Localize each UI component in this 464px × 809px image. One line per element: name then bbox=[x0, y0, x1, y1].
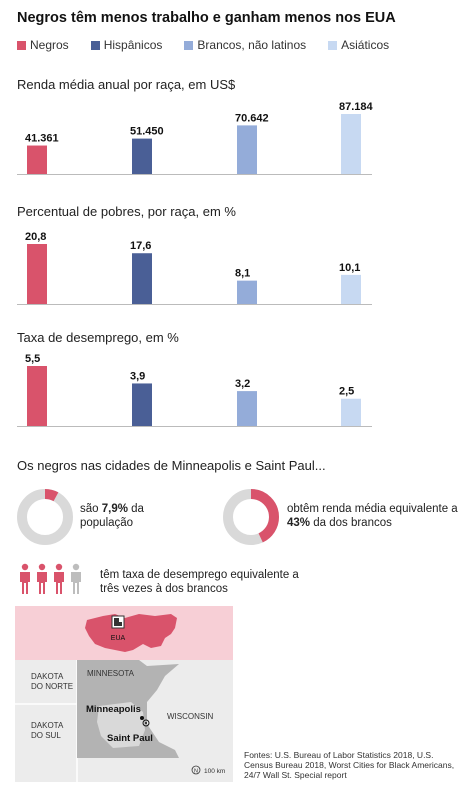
bar-value-label-3: 70.642 bbox=[235, 112, 269, 124]
label-dakota-norte-1: DAKOTA bbox=[31, 672, 64, 681]
bar-value-label-1: 5,5 bbox=[25, 353, 40, 365]
population-post2: população bbox=[80, 517, 134, 529]
population-pre: são bbox=[80, 503, 102, 515]
usa-shape bbox=[85, 614, 177, 652]
person-icon bbox=[37, 563, 47, 594]
bar-value-label-3: 8,1 bbox=[235, 268, 250, 280]
page-title: Negros têm menos trabalho e ganham menos… bbox=[17, 10, 396, 26]
population-value: 7,9% bbox=[101, 503, 128, 515]
label-dakota-norte-2: DO NORTE bbox=[31, 682, 73, 691]
income-chart-title: Renda média anual por raça, em US$ bbox=[17, 77, 236, 92]
income-chart: 41.361 51.450 70.642 87.184 bbox=[17, 101, 374, 175]
person-icon bbox=[20, 563, 30, 594]
unemployment-text: têm taxa de desemprego equivalente a trê… bbox=[100, 568, 299, 596]
legend-label: Hispânicos bbox=[103, 38, 163, 52]
bar-2 bbox=[132, 138, 152, 174]
bar-value-label-1: 41.361 bbox=[25, 133, 59, 145]
bar-value-label-3: 3,2 bbox=[235, 378, 250, 390]
population-text: são 7,9% da população bbox=[80, 502, 144, 530]
legend: Negros Hispânicos Brancos, não latinos A… bbox=[17, 38, 411, 52]
bar-value-label-2: 17,6 bbox=[130, 240, 151, 252]
bar-3 bbox=[237, 391, 257, 426]
income-donut bbox=[223, 489, 279, 545]
legend-item-negros: Negros bbox=[17, 38, 69, 52]
person-icon bbox=[54, 563, 64, 594]
legend-swatch bbox=[184, 40, 194, 50]
income-text: obtêm renda média equivalente a 43% da d… bbox=[287, 502, 458, 530]
bar-4 bbox=[341, 274, 361, 304]
label-saint-paul: Saint Paul bbox=[107, 733, 153, 744]
legend-swatch bbox=[17, 40, 26, 50]
unemployment-line1: têm taxa de desemprego equivalente a bbox=[100, 569, 299, 581]
saint-paul-marker bbox=[142, 719, 150, 727]
income-post: da dos brancos bbox=[310, 517, 392, 529]
bar-1 bbox=[27, 244, 47, 304]
label-minnesota: MINNESOTA bbox=[87, 669, 135, 678]
bar-2 bbox=[132, 253, 152, 304]
label-dakota-sul-2: DO SUL bbox=[31, 731, 61, 740]
legend-swatch bbox=[90, 40, 100, 50]
legend-label: Asiáticos bbox=[341, 38, 390, 52]
unemployment-chart-title: Taxa de desemprego, em % bbox=[17, 330, 179, 345]
bar-3 bbox=[237, 125, 257, 174]
donut-arc bbox=[223, 489, 279, 545]
legend-item-hispanicos: Hispânicos bbox=[90, 38, 163, 52]
donut-track bbox=[17, 489, 73, 545]
legend-label: Brancos, não latinos bbox=[197, 38, 307, 52]
income-line1: obtêm renda média equivalente a bbox=[287, 503, 458, 515]
sources: Fontes: U.S. Bureau of Labor Statistics … bbox=[244, 750, 455, 780]
poverty-chart-title: Percentual de pobres, por raça, em % bbox=[17, 204, 236, 219]
legend-swatch bbox=[328, 40, 338, 50]
income-value: 43% bbox=[287, 517, 311, 529]
north-icon bbox=[191, 765, 201, 775]
scale-label: 100 km bbox=[204, 768, 225, 775]
bar-value-label-1: 20,8 bbox=[25, 231, 46, 243]
bar-value-label-4: 10,1 bbox=[339, 262, 360, 274]
inset-label: EUA bbox=[111, 635, 126, 642]
legend-item-brancos: Brancos, não latinos bbox=[184, 38, 306, 52]
bar-4 bbox=[341, 114, 361, 174]
donut-arc bbox=[17, 489, 73, 545]
north-icon-letter: N bbox=[194, 769, 198, 775]
people-icons bbox=[20, 563, 81, 594]
bar-value-label-2: 51.450 bbox=[130, 126, 164, 138]
bar-3 bbox=[237, 280, 257, 304]
label-wisconsin: WISCONSIN bbox=[167, 712, 213, 721]
metro-area-shape bbox=[97, 702, 145, 748]
label-dakota-sul-1: DAKOTA bbox=[31, 721, 64, 730]
unemployment-line2: três vezes à dos brancos bbox=[100, 583, 228, 595]
bar-value-label-4: 87.184 bbox=[339, 101, 374, 113]
bar-1 bbox=[27, 366, 47, 426]
legend-item-asiaticos: Asiáticos bbox=[328, 38, 389, 52]
bar-value-label-2: 3,9 bbox=[130, 370, 145, 382]
population-post: da bbox=[127, 503, 144, 515]
population-donut bbox=[17, 489, 73, 545]
cities-section-title: Os negros nas cidades de Minneapolis e S… bbox=[17, 458, 326, 473]
label-minneapolis: Minneapolis bbox=[86, 704, 141, 715]
unemployment-chart: 5,5 3,9 3,2 2,5 bbox=[17, 353, 372, 427]
poverty-chart: 20,8 17,6 8,1 10,1 bbox=[17, 231, 372, 305]
bar-1 bbox=[27, 145, 47, 174]
legend-label: Negros bbox=[30, 38, 69, 52]
bar-value-label-4: 2,5 bbox=[339, 386, 354, 398]
minnesota-locator-shape bbox=[114, 618, 122, 626]
map: EUA DAKOTA DO NORTE DAKOTA DO SUL MINNES… bbox=[15, 606, 233, 782]
bar-2 bbox=[132, 383, 152, 426]
minneapolis-dot bbox=[140, 716, 144, 720]
bar-4 bbox=[341, 398, 361, 426]
person-icon bbox=[71, 563, 81, 594]
saint-paul-dot bbox=[145, 722, 147, 724]
